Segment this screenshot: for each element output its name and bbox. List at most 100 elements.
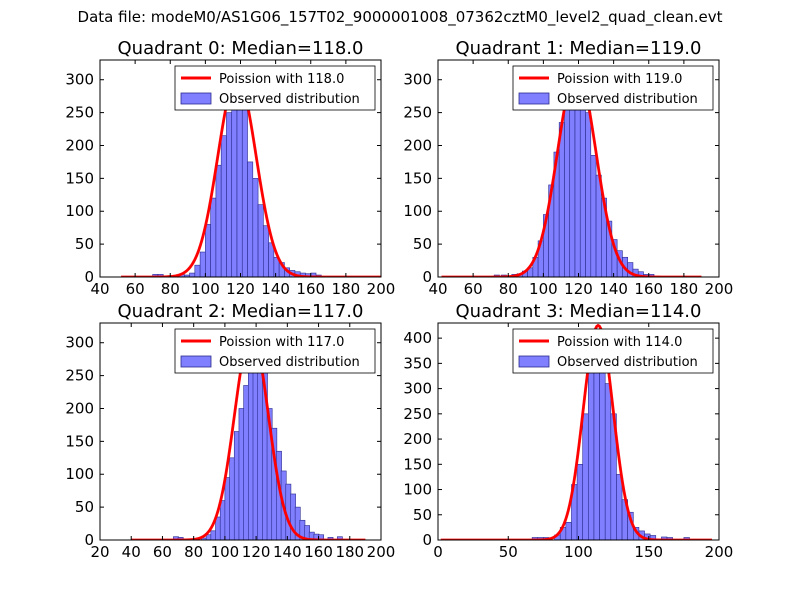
histogram-bar — [199, 251, 206, 277]
x-tick-label: 20 — [90, 543, 109, 561]
histogram-bar — [579, 92, 586, 277]
x-tick-label: 180 — [335, 543, 364, 561]
x-tick-label: 0 — [433, 543, 443, 561]
y-tick-label: 150 — [65, 169, 94, 187]
histogram-bar — [215, 164, 222, 277]
panel-title: Quadrant 1: Median=119.0 — [456, 38, 702, 59]
histogram-bar — [241, 99, 248, 277]
histogram-bar — [569, 86, 576, 277]
y-tick-label: 200 — [403, 430, 432, 448]
x-tick-label: 120 — [242, 543, 271, 561]
y-tick-label: 300 — [65, 71, 94, 89]
x-tick-label: 60 — [153, 543, 172, 561]
x-tick-label: 150 — [634, 543, 663, 561]
x-tick-label: 120 — [226, 280, 255, 298]
y-tick-label: 250 — [403, 104, 432, 122]
histogram-bar — [229, 457, 236, 540]
y-tick-label: 50 — [75, 235, 94, 253]
histogram-bar — [616, 474, 623, 540]
x-tick-label: 40 — [90, 280, 109, 298]
x-tick-label: 40 — [122, 543, 141, 561]
histogram-bar — [243, 385, 250, 540]
x-tick-label: 100 — [211, 543, 240, 561]
quadrant-3-panel: 0 50 100 150 200 0 50 100 150 200 250 300 350 400 Quad… — [403, 301, 733, 561]
histogram-bar — [585, 112, 592, 277]
legend-poisson-label: Poission with 119.0 — [557, 72, 682, 87]
x-tick-label: 60 — [464, 280, 483, 298]
histogram-bar — [588, 368, 595, 540]
histogram-bar — [189, 272, 196, 277]
legend-poisson-label: Poission with 118.0 — [219, 72, 344, 87]
histogram-bar — [599, 345, 606, 540]
legend: Poission with 117.0 Observed distribution — [174, 328, 376, 374]
x-tick-label: 140 — [599, 280, 628, 298]
y-tick-label: 150 — [403, 169, 432, 187]
y-tick-label: 250 — [65, 367, 94, 385]
axes-frame — [99, 322, 382, 541]
y-tick-label: 100 — [65, 465, 94, 483]
legend-bars-label: Observed distribution — [219, 355, 360, 370]
histogram-bar — [564, 99, 571, 277]
x-tick-label: 100 — [529, 280, 558, 298]
x-tick-label: 200 — [367, 280, 396, 298]
x-tick-label: 140 — [261, 280, 290, 298]
x-tick-label: 200 — [705, 543, 734, 561]
legend-bar-swatch — [518, 92, 550, 105]
histogram-bar — [236, 99, 243, 277]
histogram-bar — [224, 477, 231, 540]
panel-title: Quadrant 3: Median=114.0 — [456, 301, 702, 322]
histogram-bar — [231, 86, 238, 277]
histogram-bar — [604, 383, 612, 540]
histogram-bar — [263, 225, 269, 277]
quadrant-1-panel: 40 60 80 100 120 140 160 180 200 0 50 100 150 200 250 3… — [403, 38, 733, 298]
legend: Poission with 119.0 Observed distribution — [512, 65, 714, 111]
y-tick-label: 50 — [413, 235, 432, 253]
x-tick-label: 60 — [126, 280, 145, 298]
x-tick-label: 160 — [634, 280, 663, 298]
y-tick-label: 100 — [65, 202, 94, 220]
x-tick-label: 160 — [296, 280, 325, 298]
histogram-bar — [257, 204, 264, 277]
panel-title: Quadrant 0: Median=118.0 — [118, 38, 364, 59]
y-tick-label: 200 — [65, 399, 94, 417]
y-tick-label: 250 — [403, 405, 432, 423]
histogram-bars — [493, 79, 655, 277]
y-tick-label: 400 — [403, 329, 432, 347]
x-tick-label: 180 — [670, 280, 699, 298]
y-tick-label: 200 — [403, 136, 432, 154]
legend-bars-label: Observed distribution — [557, 355, 698, 370]
legend: Poission with 118.0 Observed distribution — [174, 65, 376, 111]
x-tick-label: 120 — [564, 280, 593, 298]
histogram-bar — [252, 178, 259, 277]
y-tick-label: 300 — [65, 334, 94, 352]
quadrant-0-panel: 40 60 80 100 120 140 160 180 200 0 50 100 150 200 250 3… — [65, 38, 395, 298]
x-tick-label: 100 — [191, 280, 220, 298]
legend-bar-swatch — [518, 355, 550, 368]
histogram-bar — [233, 431, 240, 540]
legend-bars-label: Observed distribution — [219, 92, 360, 107]
x-tick-label: 100 — [564, 543, 593, 561]
histogram-bar — [205, 224, 211, 277]
y-tick-label: 0 — [422, 531, 432, 549]
histogram-bar — [226, 112, 233, 277]
histogram-bar — [565, 522, 572, 540]
histogram-bar — [582, 413, 589, 540]
x-tick-label: 50 — [499, 543, 518, 561]
histogram-bars — [152, 86, 322, 277]
y-tick-label: 300 — [403, 380, 432, 398]
y-tick-label: 350 — [403, 354, 432, 372]
x-tick-label: 200 — [367, 543, 396, 561]
legend-poisson-label: Poission with 114.0 — [557, 335, 682, 350]
histogram-bar — [210, 197, 217, 277]
legend-poisson-label: Poission with 117.0 — [219, 335, 344, 350]
legend: Poission with 114.0 Observed distribution — [512, 328, 714, 374]
y-tick-label: 150 — [403, 455, 432, 473]
x-tick-label: 40 — [428, 280, 447, 298]
x-tick-label: 80 — [499, 280, 518, 298]
histogram-bar — [238, 408, 245, 540]
y-tick-label: 200 — [65, 136, 94, 154]
histogram-bar — [210, 530, 217, 540]
x-tick-label: 160 — [304, 543, 333, 561]
y-tick-label: 300 — [403, 71, 432, 89]
